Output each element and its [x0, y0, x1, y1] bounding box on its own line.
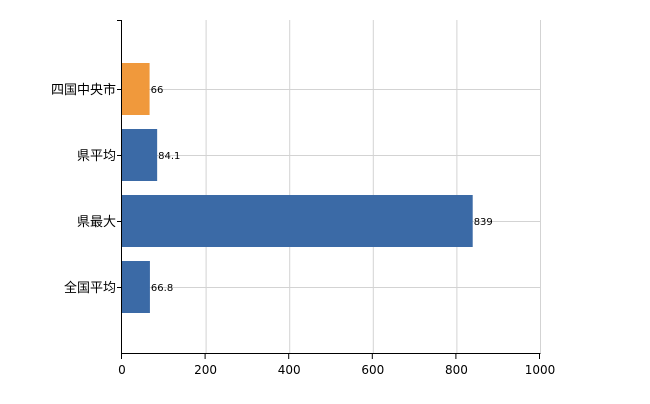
data-label: 66.8 — [151, 283, 173, 294]
data-label: 839 — [474, 217, 493, 228]
category-label: 県最大 — [77, 215, 116, 230]
data-label: 84.1 — [158, 151, 180, 162]
x-tick-label: 0 — [118, 363, 126, 377]
data-label: 66 — [151, 85, 164, 96]
x-tick-label: 400 — [278, 363, 301, 377]
bar — [122, 63, 150, 115]
bar — [122, 129, 158, 181]
x-tick-label: 200 — [194, 363, 217, 377]
bar — [122, 261, 150, 313]
x-tick-label: 1000 — [525, 363, 556, 377]
category-label: 全国平均 — [64, 280, 116, 296]
x-tick-label: 800 — [445, 363, 468, 377]
bar — [122, 195, 473, 247]
x-tick-label: 600 — [361, 363, 384, 377]
category-label: 県平均 — [77, 149, 116, 164]
category-label: 四国中央市 — [51, 82, 116, 98]
